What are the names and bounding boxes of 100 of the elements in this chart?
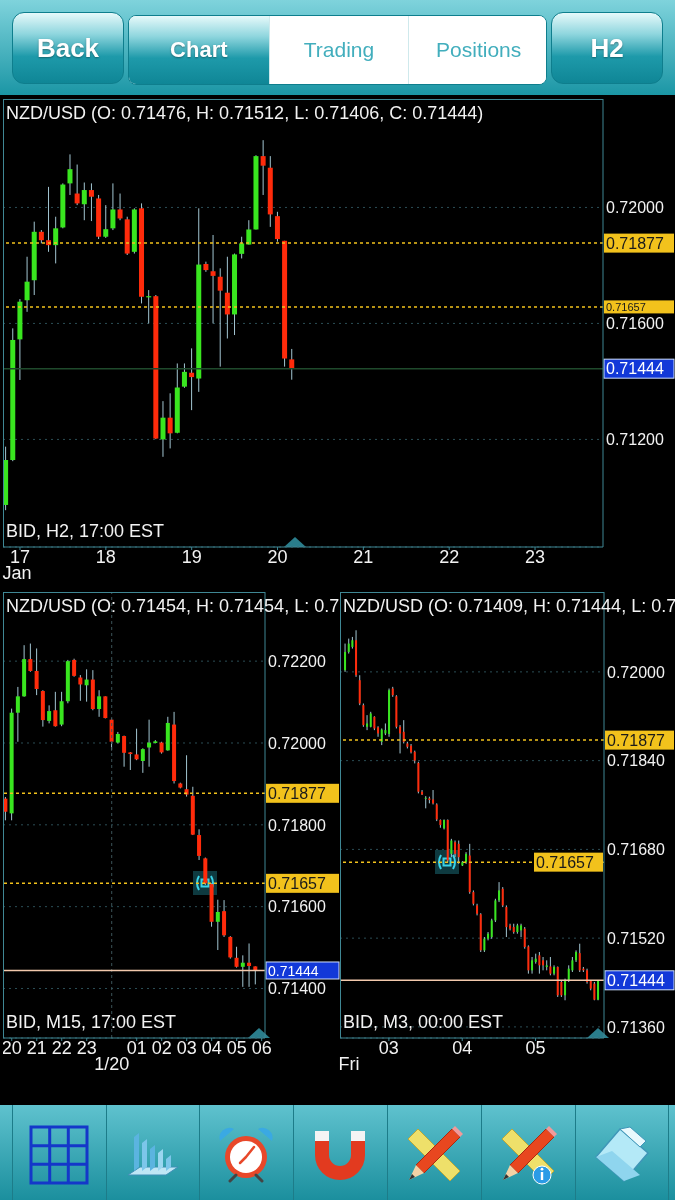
y-tick-label: 0.71600 (606, 315, 664, 333)
candlestick (74, 164, 80, 206)
candlestick (564, 978, 567, 1001)
ref-line-label: 0.71657 (268, 875, 326, 893)
text: Positions (408, 16, 548, 84)
candlestick (72, 658, 77, 678)
ref-line-label: 0.71877 (606, 234, 664, 252)
x-tick-label: 19 (181, 546, 202, 567)
x-tick-label: 18 (95, 546, 116, 567)
candlestick (578, 943, 581, 973)
candlestick (549, 956, 552, 976)
y-tick-label: 0.72000 (607, 663, 665, 681)
candlestick (362, 703, 365, 728)
x-tick-label: 22 (51, 1037, 72, 1058)
candlestick (15, 686, 20, 743)
candlestick (457, 840, 460, 865)
x-tick-label: 04 (452, 1037, 473, 1058)
candlestick (160, 400, 166, 458)
candlestick (501, 886, 504, 908)
y-tick-label: 0.72000 (268, 734, 326, 752)
candlestick (490, 918, 493, 940)
ref-line-label: 0.71444 (606, 360, 664, 378)
ref-line-label: 0.71657 (606, 300, 646, 313)
candlestick (498, 881, 501, 903)
text: BID, M3, 00:00 EST (343, 1012, 504, 1033)
candlestick (110, 182, 116, 231)
candlestick (53, 216, 59, 264)
text: BID, H2, 17:00 EST (6, 521, 165, 542)
candlestick (239, 236, 245, 259)
candlestick (67, 153, 73, 196)
candlestick (184, 754, 189, 798)
candlestick (81, 182, 87, 221)
candlestick (432, 789, 435, 805)
candlestick (234, 946, 239, 969)
y-tick-label: 0.71600 (268, 898, 326, 916)
ref-line-label: 0.71877 (607, 731, 665, 749)
text: BID, M15, 17:00 EST (6, 1012, 177, 1033)
candlestick (542, 956, 545, 971)
chart-title: NZD/USD (O: 0.71409, H: 0.71444, L: 0.7 (343, 596, 675, 617)
candlestick (103, 204, 109, 239)
candlestick (399, 724, 402, 754)
candlestick (274, 211, 280, 243)
candlestick (47, 704, 52, 724)
ref-line-label: 0.71444 (607, 972, 665, 990)
x-axis-title: Fri (338, 1054, 360, 1075)
chart-title: NZD/USD (O: 0.71476, H: 0.71512, L: 0.71406, C: 0.71444) (6, 103, 484, 124)
candlestick (59, 691, 64, 727)
candlestick (210, 234, 216, 324)
x-tick-label: 05 (525, 1037, 546, 1058)
candlestick (289, 348, 295, 381)
candlestick (215, 899, 220, 951)
x-tick-label: 22 (439, 546, 460, 567)
y-tick-label: 0.71200 (606, 431, 664, 449)
y-tick-label: 0.71520 (607, 929, 665, 947)
text: Trading (268, 16, 409, 84)
x-tick-label: 20 (1, 1037, 22, 1058)
chart-title: NZD/USD (O: 0.71454, H: 0.71454, L: 0.7 (6, 596, 340, 617)
candlestick (140, 747, 145, 774)
candlestick (217, 267, 223, 368)
candlestick (505, 904, 508, 938)
candlestick (181, 362, 187, 389)
y-tick-label: 0.71800 (268, 816, 326, 834)
candlestick (167, 392, 173, 449)
candlestick (494, 898, 497, 923)
candlestick (520, 923, 523, 938)
y-tick-label: 0.72000 (606, 199, 664, 217)
candlestick (366, 714, 369, 731)
candlestick (224, 256, 230, 340)
candlestick (260, 139, 266, 196)
ref-line-label: 0.71877 (268, 785, 326, 803)
text: H2 (551, 12, 663, 84)
text: Back (12, 12, 124, 84)
candlestick (53, 691, 58, 728)
candlestick (122, 735, 127, 768)
ref-line-label: 0.71657 (536, 853, 594, 871)
candlestick (253, 965, 258, 985)
candlestick (97, 689, 102, 718)
candlestick (228, 935, 233, 960)
x-tick-label: 03 (176, 1037, 197, 1058)
candlestick (246, 219, 252, 246)
text: Chart (129, 16, 269, 84)
y-tick-label: 0.71840 (607, 752, 665, 770)
x-tick-label: 04 (201, 1037, 222, 1058)
y-tick-label: 0.72200 (268, 652, 326, 670)
candlestick (424, 795, 427, 809)
candlestick (117, 193, 123, 221)
y-tick-label: 0.71680 (607, 841, 665, 859)
candlestick (197, 828, 202, 861)
x-tick-label: 23 (76, 1037, 97, 1058)
x-tick-label: 03 (378, 1037, 399, 1058)
x-tick-label: 23 (525, 546, 546, 567)
x-tick-label: 05 (226, 1037, 247, 1058)
x-tick-label: 21 (26, 1037, 47, 1058)
x-tick-label: 02 (151, 1037, 172, 1058)
candlestick (134, 728, 139, 761)
x-tick-label: 21 (353, 546, 374, 567)
x-tick-label: 06 (251, 1037, 272, 1058)
candlestick (24, 256, 30, 313)
candlestick (377, 725, 380, 738)
candlestick (247, 942, 252, 988)
